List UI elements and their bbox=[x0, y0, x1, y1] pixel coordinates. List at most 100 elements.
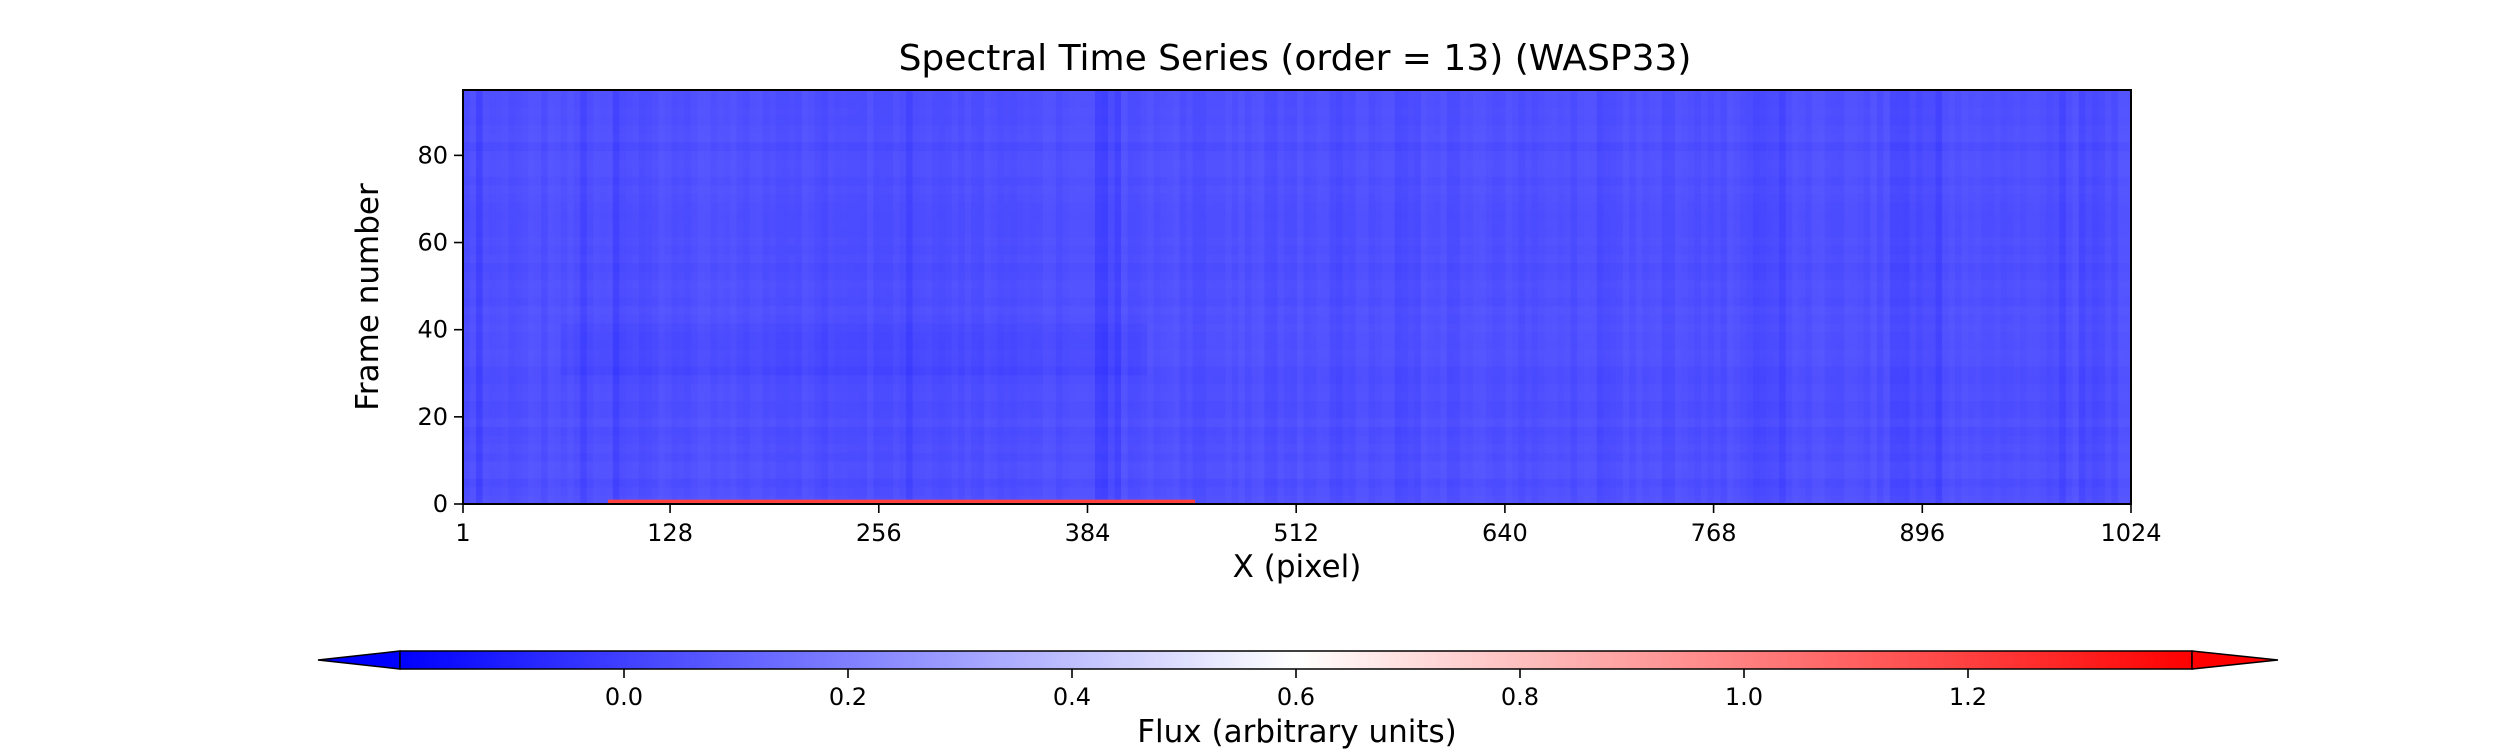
heatmap-cell bbox=[704, 90, 712, 100]
heatmap-cell bbox=[808, 374, 816, 384]
heatmap-cell bbox=[925, 366, 933, 376]
heatmap-cell bbox=[945, 297, 953, 307]
heatmap-cell bbox=[840, 417, 849, 427]
heatmap-cell bbox=[827, 107, 835, 117]
heatmap-cell bbox=[1088, 202, 1096, 212]
heatmap-cell bbox=[925, 383, 933, 393]
heatmap-cell bbox=[632, 400, 640, 410]
heatmap-cell bbox=[704, 305, 712, 315]
heatmap-cell bbox=[866, 262, 875, 272]
heatmap-cell bbox=[886, 305, 894, 315]
heatmap-cell bbox=[573, 486, 581, 496]
heatmap-cell bbox=[925, 262, 933, 272]
heatmap-cell bbox=[886, 124, 894, 134]
heatmap-cell bbox=[1088, 409, 1096, 419]
heatmap-cell bbox=[795, 460, 803, 471]
heatmap-cell bbox=[638, 228, 647, 238]
heatmap-cell bbox=[1042, 417, 1051, 427]
heatmap-cell bbox=[906, 90, 914, 100]
heatmap-cell bbox=[580, 340, 588, 350]
heatmap-cell bbox=[651, 167, 660, 177]
heatmap-cell bbox=[1062, 348, 1070, 358]
heatmap-cell bbox=[997, 366, 1005, 376]
heatmap-cell bbox=[723, 279, 731, 289]
heatmap-cell bbox=[1049, 150, 1057, 160]
heatmap-cell bbox=[1049, 469, 1057, 479]
heatmap-cell bbox=[717, 322, 725, 333]
heatmap-cell bbox=[932, 124, 940, 134]
heatmap-cell bbox=[860, 297, 868, 307]
heatmap-cell bbox=[645, 228, 653, 238]
heatmap-cell bbox=[880, 210, 888, 220]
heatmap-cell bbox=[990, 452, 998, 462]
heatmap-cell bbox=[554, 115, 562, 126]
heatmap-cell bbox=[508, 210, 516, 220]
heatmap-cell bbox=[651, 271, 660, 281]
heatmap-cell bbox=[860, 478, 868, 488]
heatmap-cell bbox=[482, 366, 490, 376]
heatmap-cell bbox=[704, 150, 712, 160]
heatmap-cell bbox=[866, 245, 875, 255]
heatmap-cell bbox=[638, 426, 647, 436]
heatmap-cell bbox=[658, 271, 666, 281]
heatmap-cell bbox=[847, 314, 855, 324]
heatmap-cell bbox=[495, 417, 503, 427]
heatmap-cell bbox=[775, 314, 783, 324]
heatmap-cell bbox=[645, 383, 653, 393]
heatmap-cell bbox=[821, 435, 829, 445]
heatmap-cell bbox=[1062, 176, 1070, 186]
heatmap-cell bbox=[866, 159, 875, 169]
heatmap-cell bbox=[756, 228, 764, 238]
heatmap-cell bbox=[847, 288, 855, 298]
heatmap-cell bbox=[704, 245, 712, 255]
heatmap-cell bbox=[958, 115, 966, 126]
heatmap-cell bbox=[482, 141, 490, 151]
heatmap-cell bbox=[547, 176, 555, 186]
heatmap-cell bbox=[984, 271, 992, 281]
heatmap-cell bbox=[469, 115, 477, 126]
heatmap-cell bbox=[1095, 486, 1103, 496]
heatmap-cell bbox=[619, 443, 627, 453]
heatmap-cell bbox=[795, 288, 803, 298]
heatmap-cell bbox=[554, 193, 562, 203]
heatmap-cell bbox=[925, 253, 933, 264]
heatmap-cell bbox=[782, 202, 790, 212]
heatmap-cell bbox=[775, 452, 783, 462]
heatmap-cell bbox=[769, 452, 777, 462]
heatmap-cell bbox=[502, 262, 510, 272]
heatmap-cell bbox=[906, 460, 914, 471]
heatmap-cell bbox=[749, 90, 757, 100]
heatmap-cell bbox=[482, 452, 490, 462]
heatmap-cell bbox=[1095, 98, 1103, 108]
heatmap-cell bbox=[671, 271, 679, 281]
heatmap-cell bbox=[1134, 340, 1142, 350]
heatmap-cell bbox=[521, 150, 529, 160]
heatmap-cell bbox=[1101, 245, 1109, 255]
heatmap-cell bbox=[906, 279, 914, 289]
heatmap-cell bbox=[743, 322, 751, 333]
heatmap-cell bbox=[1068, 409, 1077, 419]
heatmap-cell bbox=[1068, 469, 1077, 479]
heatmap-cell bbox=[951, 115, 959, 126]
heatmap-cell bbox=[567, 495, 575, 505]
heatmap-cell bbox=[749, 279, 757, 289]
heatmap-cell bbox=[756, 202, 764, 212]
heatmap-cell bbox=[932, 167, 940, 177]
heatmap-cell bbox=[821, 159, 829, 169]
heatmap-cell bbox=[560, 340, 568, 350]
heatmap-cell bbox=[684, 383, 692, 393]
heatmap-cell bbox=[775, 193, 783, 203]
heatmap-cell bbox=[1108, 391, 1116, 402]
heatmap-cell bbox=[756, 357, 764, 367]
heatmap-cell bbox=[632, 305, 640, 315]
heatmap-cell bbox=[684, 90, 692, 100]
heatmap-cell bbox=[469, 98, 477, 108]
heatmap-cell bbox=[1108, 236, 1116, 246]
heatmap-cell bbox=[730, 409, 738, 419]
heatmap-cell bbox=[945, 184, 953, 195]
heatmap-cell bbox=[971, 193, 979, 203]
heatmap-cell bbox=[560, 271, 568, 281]
heatmap-cell bbox=[756, 279, 764, 289]
heatmap-cell bbox=[834, 486, 842, 496]
heatmap-cell bbox=[899, 90, 907, 100]
